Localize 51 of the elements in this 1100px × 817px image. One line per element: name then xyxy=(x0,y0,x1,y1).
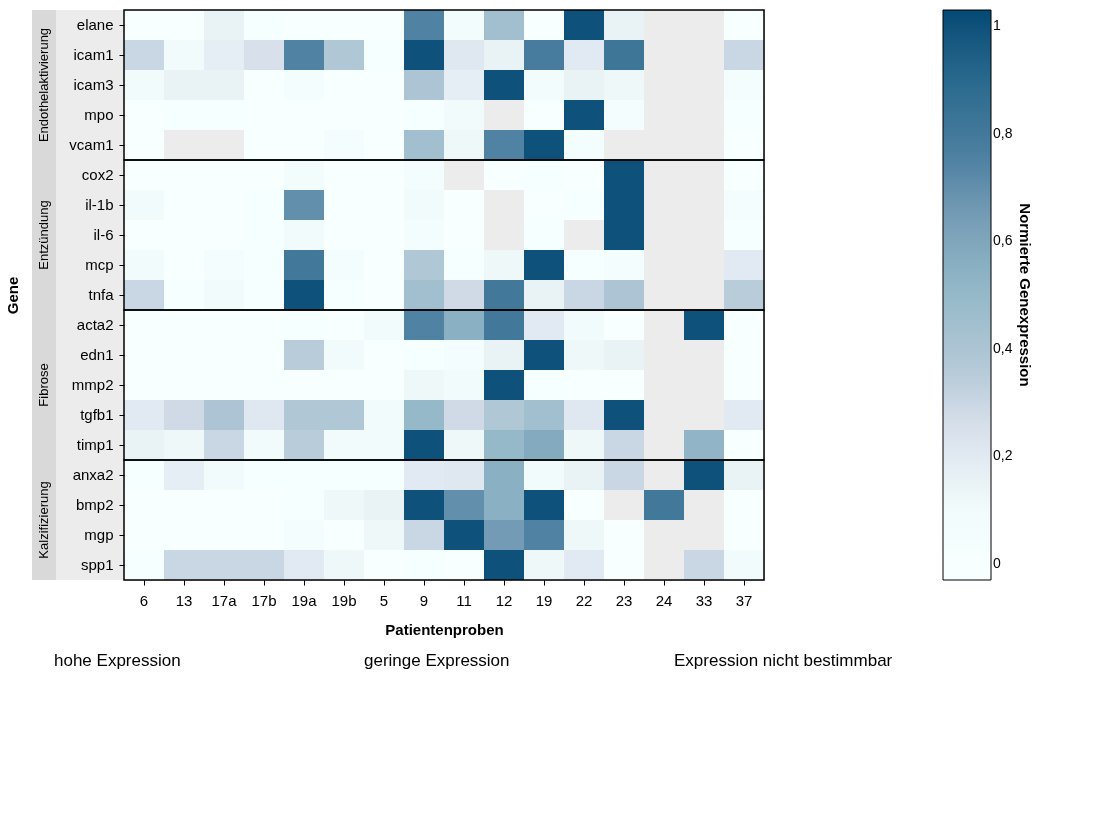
y-tick-label: mcp xyxy=(85,256,114,273)
y-tick-label: icam3 xyxy=(73,76,114,93)
y-tick-label: timp1 xyxy=(76,436,114,453)
x-tick-label: 23 xyxy=(615,591,633,609)
x-tick-label: 6 xyxy=(139,591,149,609)
y-tick-label: acta2 xyxy=(76,316,114,333)
color-bar-label: 0,2 xyxy=(993,447,1013,464)
band-label: Entzündung xyxy=(36,200,51,270)
y-axis-title: Gene xyxy=(4,276,22,315)
color-bar-label: 1 xyxy=(993,17,1001,34)
y-tick-label: mmp2 xyxy=(71,376,114,393)
x-tick-label: 13 xyxy=(175,591,193,609)
x-tick-label: 33 xyxy=(695,591,713,609)
color-bar-title: Normierte Genexpression xyxy=(1017,203,1034,387)
x-tick-label: 37 xyxy=(735,591,753,609)
y-tick-label: edn1 xyxy=(80,346,114,363)
y-tick-label: tnfa xyxy=(88,286,115,303)
y-tick-label: icam1 xyxy=(73,46,114,63)
y-tick-label: mpo xyxy=(84,106,114,123)
x-axis-title: Patientenproben xyxy=(385,620,504,638)
x-tick-label: 11 xyxy=(456,591,472,609)
x-tick-label: 24 xyxy=(655,591,673,609)
band-label: Endothelaktivierung xyxy=(36,27,51,143)
band-label: Fibrose xyxy=(36,363,51,407)
y-tick-label: spp1 xyxy=(80,556,114,573)
y-tick-label: il-1b xyxy=(85,196,114,213)
y-tick-label: vcam1 xyxy=(69,136,114,153)
x-tick-label: 17a xyxy=(211,591,238,609)
y-tick-label: bmp2 xyxy=(75,496,114,513)
color-bar-label: 0,6 xyxy=(993,232,1013,249)
x-tick-label: 17b xyxy=(251,591,277,609)
text: hohe Expression xyxy=(54,651,181,670)
color-bar-label: 0,8 xyxy=(993,124,1013,141)
y-tick-label: elane xyxy=(76,16,114,33)
x-tick-label: 19 xyxy=(535,591,553,609)
y-tick-label: mgp xyxy=(84,526,114,543)
x-tick-label: 22 xyxy=(575,591,593,609)
text: Expression nicht bestimmbar xyxy=(674,651,893,670)
x-tick-label: 9 xyxy=(419,591,429,609)
y-tick-label: il-6 xyxy=(93,226,114,243)
band-label: Kalzifizierung xyxy=(36,481,51,559)
color-bar-label: 0 xyxy=(993,554,1001,571)
x-tick-label: 12 xyxy=(495,591,513,609)
color-bar-label: 0,4 xyxy=(993,339,1013,356)
y-tick-label: cox2 xyxy=(81,166,114,183)
y-tick-label: tgfb1 xyxy=(80,406,114,423)
x-tick-label: 19b xyxy=(331,591,357,609)
x-tick-label: 19a xyxy=(291,591,318,609)
y-tick-label: anxa2 xyxy=(72,466,114,483)
x-tick-label: 5 xyxy=(379,591,389,609)
text: geringe Expression xyxy=(364,651,510,670)
